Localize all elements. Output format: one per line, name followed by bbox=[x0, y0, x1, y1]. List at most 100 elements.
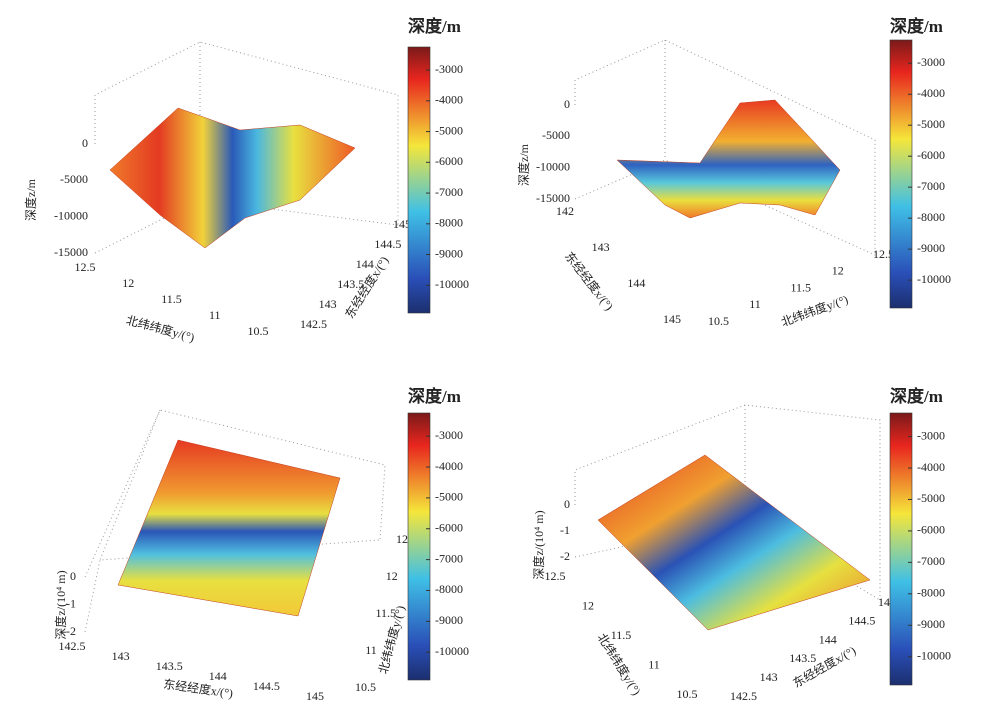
colorbar-tick-label: -9000 bbox=[435, 613, 463, 627]
x-tick-label: 143 bbox=[760, 670, 778, 684]
y-tick-label: 11 bbox=[209, 308, 221, 322]
surface bbox=[117, 439, 341, 617]
y-tick-label: 12 bbox=[832, 264, 844, 278]
x-tick-label: 142.5 bbox=[300, 317, 327, 331]
colorbar-title: 深度/m bbox=[890, 386, 943, 406]
z-tick-label: 0 bbox=[70, 569, 76, 583]
colorbar-tick-label: -7000 bbox=[917, 554, 945, 568]
x-axis-label: 东经经度x/(°) bbox=[562, 249, 617, 314]
colorbar-tick-label: -6000 bbox=[917, 523, 945, 537]
y-tick-label: 12.5 bbox=[75, 260, 96, 274]
x-tick-label: 143 bbox=[112, 649, 130, 663]
colorbar bbox=[889, 39, 913, 309]
z-tick-label: 0 bbox=[564, 497, 570, 511]
colorbar-tick-label: -6000 bbox=[435, 521, 463, 535]
colorbar-tick-label: -7000 bbox=[435, 551, 463, 565]
z-axis-label: 深度z/m bbox=[23, 178, 38, 221]
y-tick-label: 10.5 bbox=[248, 324, 269, 338]
y-tick-label: 11.5 bbox=[611, 628, 632, 642]
colorbar-title: 深度/m bbox=[408, 16, 461, 36]
z-tick-label: -10000 bbox=[536, 159, 570, 173]
y-tick-label: 12.5 bbox=[545, 569, 566, 583]
y-tick-label: 12 bbox=[582, 598, 594, 612]
colorbar-tick-label: -8000 bbox=[435, 216, 463, 230]
z-tick-label: 0 bbox=[564, 97, 570, 111]
x-tick-label: 145 bbox=[663, 312, 681, 326]
colorbar-tick-label: -9000 bbox=[917, 241, 945, 255]
colorbar bbox=[407, 46, 431, 314]
y-tick-label: 11.5 bbox=[376, 606, 397, 620]
colorbar-tick-label: -5000 bbox=[435, 490, 463, 504]
y-tick-label: 11.5 bbox=[791, 280, 812, 294]
surface bbox=[109, 107, 356, 249]
x-tick-label: 143.5 bbox=[337, 277, 364, 291]
colorbar-tick-label: -9000 bbox=[435, 246, 463, 260]
z-axis-label: 深度z/m bbox=[516, 143, 531, 186]
z-tick-label: -15000 bbox=[54, 245, 88, 259]
y-tick-label: 10.5 bbox=[708, 314, 729, 328]
x-tick-label: 142.5 bbox=[59, 639, 86, 653]
surface bbox=[597, 454, 871, 631]
colorbar-tick-label: -3000 bbox=[917, 55, 945, 69]
x-tick-label: 144 bbox=[627, 276, 645, 290]
colorbar-tick-label: -7000 bbox=[435, 185, 463, 199]
x-tick-label: 143 bbox=[319, 297, 337, 311]
x-tick-label: 144 bbox=[356, 257, 374, 271]
y-tick-label: 11 bbox=[648, 657, 660, 671]
x-tick-label: 144.5 bbox=[253, 679, 280, 693]
colorbar-tick-label: -10000 bbox=[917, 648, 951, 662]
x-tick-label: 144 bbox=[819, 632, 837, 646]
colorbar-tick-label: -8000 bbox=[435, 582, 463, 596]
colorbar-title: 深度/m bbox=[408, 386, 461, 406]
y-tick-label: 10.5 bbox=[677, 687, 698, 701]
z-tick-label: -1 bbox=[66, 596, 76, 610]
colorbar-tick-label: -8000 bbox=[917, 586, 945, 600]
colorbar-tick-label: -7000 bbox=[917, 179, 945, 193]
colorbar-tick-label: -10000 bbox=[917, 272, 951, 286]
z-tick-label: -2 bbox=[66, 624, 76, 638]
colorbar-tick-label: -5000 bbox=[917, 491, 945, 505]
x-tick-label: 144.5 bbox=[848, 614, 875, 628]
colorbar-tick-label: -3000 bbox=[435, 62, 463, 76]
y-tick-label: 10.5 bbox=[355, 680, 376, 694]
z-tick-label: -15000 bbox=[536, 191, 570, 205]
y-axis-label: 北纬纬度y/(°) bbox=[779, 291, 850, 329]
x-axis-label: 东经经度x/(°) bbox=[790, 642, 858, 690]
y-tick-label: 12.5 bbox=[873, 247, 894, 261]
colorbar-tick-label: -3000 bbox=[435, 428, 463, 442]
x-tick-label: 144.5 bbox=[374, 237, 401, 251]
colorbar-tick-label: -4000 bbox=[917, 86, 945, 100]
colorbar-tick-label: -10000 bbox=[435, 644, 469, 658]
z-tick-label: -5000 bbox=[60, 172, 88, 186]
colorbar-tick-label: -8000 bbox=[917, 210, 945, 224]
y-tick-label: 12 bbox=[122, 276, 134, 290]
colorbar bbox=[889, 412, 913, 686]
z-tick-label: -1 bbox=[560, 523, 570, 537]
colorbar-tick-label: -4000 bbox=[435, 93, 463, 107]
colorbar-tick-label: -5000 bbox=[435, 123, 463, 137]
x-tick-label: 143.5 bbox=[156, 659, 183, 673]
z-axis-label: 深度z/(10⁴ m) bbox=[531, 510, 546, 579]
colorbar-tick-label: -3000 bbox=[917, 428, 945, 442]
colorbar-title: 深度/m bbox=[890, 16, 943, 36]
y-axis-label: 北纬纬度y/(°) bbox=[125, 312, 197, 345]
z-axis-label: 深度z/(10⁴ m) bbox=[53, 570, 68, 639]
y-tick-label: 11 bbox=[749, 297, 761, 311]
x-tick-label: 143 bbox=[592, 240, 610, 254]
y-tick-label: 11.5 bbox=[161, 292, 182, 306]
z-tick-label: -10000 bbox=[54, 208, 88, 222]
colorbar-tick-label: -6000 bbox=[917, 148, 945, 162]
colorbar-tick-label: -4000 bbox=[435, 459, 463, 473]
x-tick-label: 142 bbox=[556, 204, 574, 218]
x-tick-label: 142.5 bbox=[730, 689, 757, 703]
y-tick-label: 12 bbox=[386, 569, 398, 583]
x-tick-label: 145 bbox=[306, 689, 324, 703]
colorbar-tick-label: -10000 bbox=[435, 277, 469, 291]
colorbar bbox=[407, 412, 431, 681]
colorbar-tick-label: -9000 bbox=[917, 617, 945, 631]
y-tick-label: 11 bbox=[365, 643, 377, 657]
z-tick-label: 0 bbox=[82, 136, 88, 150]
surface bbox=[616, 99, 841, 219]
x-tick-label: 145 bbox=[393, 217, 411, 231]
